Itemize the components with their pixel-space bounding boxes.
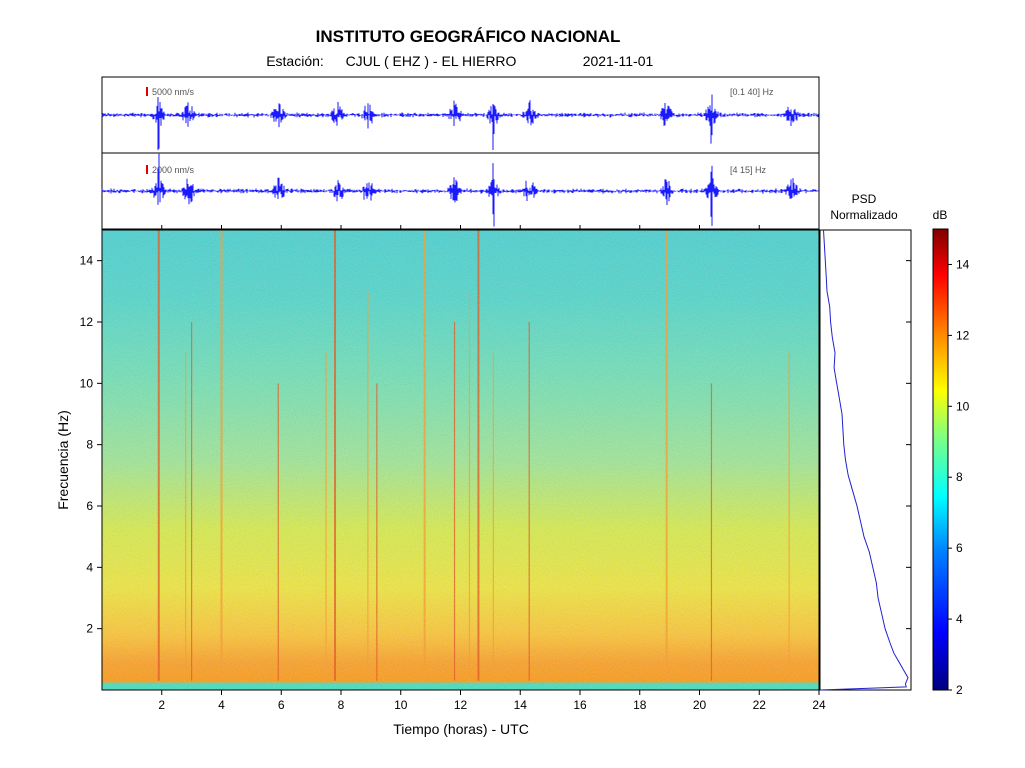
psd-subtitle: Normalizado <box>830 208 898 222</box>
x-tick-label: 16 <box>573 698 587 712</box>
x-tick-label: 2 <box>158 698 165 712</box>
report-date: 2021-11-01 <box>583 53 654 69</box>
spectrogram-noise <box>102 230 819 690</box>
x-tick-label: 12 <box>454 698 468 712</box>
x-axis: 2 4 6 8 10 12 14 16 18 20 22 24 <box>158 225 826 712</box>
y-tick-label: 6 <box>86 499 93 513</box>
colorbar-tick-label: 4 <box>956 612 963 626</box>
y-tick-label: 10 <box>80 376 94 390</box>
y-tick-label: 2 <box>86 622 93 636</box>
colorbar-ticks: 2 4 6 8 10 12 14 <box>948 257 970 697</box>
colorbar-tick-label: 14 <box>956 257 970 271</box>
scale-label: 2000 nm/s <box>152 165 195 175</box>
colorbar: dB 2 4 6 8 10 12 14 <box>932 208 970 697</box>
figure-title: INSTITUTO GEOGRÁFICO NACIONAL <box>316 27 621 46</box>
x-axis-label: Tiempo (horas) - UTC <box>393 721 529 737</box>
y-tick-label: 14 <box>80 254 94 268</box>
seismogram-trace <box>101 153 820 227</box>
colorbar-tick-label: 10 <box>956 399 970 413</box>
seismogram-panel-filtered: 2000 nm/s [4 15] Hz <box>101 152 820 230</box>
x-tick-label: 10 <box>394 698 408 712</box>
y-tick-label: 12 <box>80 315 94 329</box>
psd-panel: PSD Normalizado <box>819 192 912 691</box>
station-name: CJUL ( EHZ ) - EL HIERRO <box>346 53 517 69</box>
x-tick-label: 22 <box>753 698 767 712</box>
y-tick-label: 4 <box>86 560 93 574</box>
x-tick-label: 24 <box>812 698 826 712</box>
x-tick-label: 8 <box>338 698 345 712</box>
station-label: Estación: <box>266 53 324 69</box>
band-label: [0.1 40] Hz <box>730 87 774 97</box>
x-tick-label: 14 <box>514 698 528 712</box>
psd-frame <box>819 229 912 691</box>
y-axis: 2 4 6 8 10 12 14 <box>80 254 102 636</box>
y-tick-label: 8 <box>86 438 93 452</box>
x-tick-label: 18 <box>633 698 647 712</box>
psd-title: PSD <box>852 192 877 206</box>
colorbar-tick-label: 2 <box>956 683 963 697</box>
colorbar-tick-label: 8 <box>956 470 963 484</box>
colorbar-unit: dB <box>933 208 948 222</box>
x-tick-label: 6 <box>278 698 285 712</box>
seismogram-panel-broadband: 5000 nm/s [0.1 40] Hz <box>101 76 820 154</box>
x-tick-label: 4 <box>218 698 225 712</box>
x-tick-label: 20 <box>693 698 707 712</box>
psd-curve <box>819 229 909 691</box>
scale-bar <box>146 87 148 96</box>
scale-bar <box>146 165 148 174</box>
psd-ticks <box>906 260 911 630</box>
band-label: [4 15] Hz <box>730 165 767 175</box>
colorbar-tick-label: 12 <box>956 328 970 342</box>
seismogram-trace <box>101 94 820 151</box>
y-axis-label: Frecuencia (Hz) <box>55 410 71 510</box>
scale-label: 5000 nm/s <box>152 87 195 97</box>
colorbar-tick-label: 6 <box>956 541 963 555</box>
colorbar-gradient <box>932 228 949 691</box>
